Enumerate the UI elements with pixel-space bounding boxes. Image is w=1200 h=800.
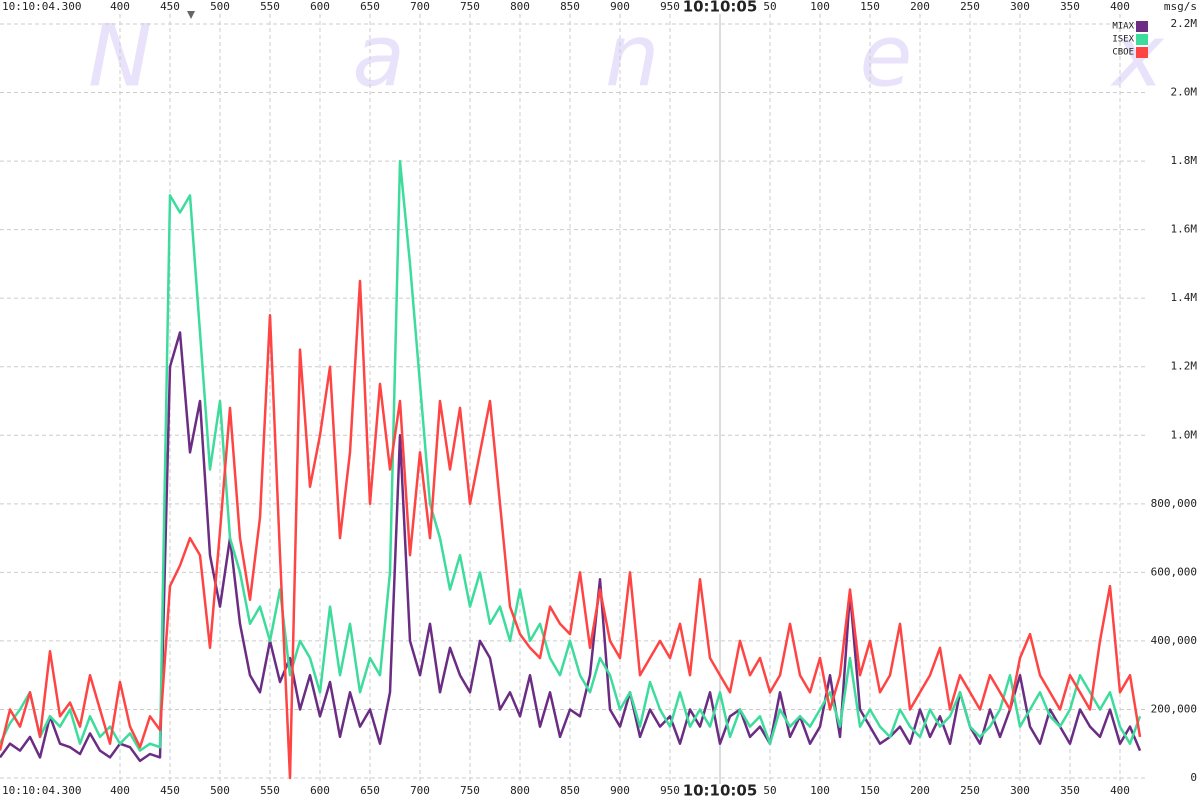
legend-swatch bbox=[1136, 34, 1148, 45]
x-tick-label: 200 bbox=[910, 784, 930, 797]
y-tick-label: 0 bbox=[1190, 771, 1197, 784]
x-tick-label: 850 bbox=[560, 784, 580, 797]
legend-label: ISEX bbox=[1112, 35, 1134, 45]
x-tick-label: 550 bbox=[260, 784, 280, 797]
y-tick-label: 1.6M bbox=[1171, 223, 1198, 236]
x-tick-label: 300 bbox=[1010, 784, 1030, 797]
y-tick-label: 200,000 bbox=[1151, 702, 1197, 715]
series-line bbox=[0, 279, 1142, 780]
x-tick-label: 100 bbox=[810, 0, 830, 13]
y-tick-label: 1.2M bbox=[1171, 360, 1198, 373]
x-tick-label: 250 bbox=[960, 784, 980, 797]
x-tick-label: 300 bbox=[1010, 0, 1030, 13]
legend: MIAX ISEX CBOE bbox=[1112, 21, 1148, 58]
x-tick-label: 550 bbox=[260, 0, 280, 13]
x-tick-label: 350 bbox=[1060, 0, 1080, 13]
x-tick-label: 900 bbox=[610, 0, 630, 13]
x-tick-label: 700 bbox=[410, 784, 430, 797]
x-tick-label: 850 bbox=[560, 0, 580, 13]
x-tick-label: 500 bbox=[210, 784, 230, 797]
x-tick-label: 400 bbox=[110, 0, 130, 13]
x-tick-label: 600 bbox=[310, 784, 330, 797]
x-tick-label: 800 bbox=[510, 0, 530, 13]
y-axis-label: msg/s bbox=[1164, 0, 1197, 13]
x-tick-label: 250 bbox=[960, 0, 980, 13]
x-tick-label: 950 bbox=[660, 0, 680, 13]
x-tick-label: 900 bbox=[610, 784, 630, 797]
x-tick-label: 750 bbox=[460, 784, 480, 797]
x-tick-label: 350 bbox=[1060, 784, 1080, 797]
x-tick-label: 10:10:05 bbox=[683, 0, 758, 16]
legend-swatch bbox=[1136, 21, 1148, 32]
y-tick-label: 2.0M bbox=[1171, 86, 1198, 99]
x-tick-label: 150 bbox=[860, 784, 880, 797]
y-tick-label: 1.0M bbox=[1171, 428, 1198, 441]
x-tick-label: 400 bbox=[1110, 784, 1130, 797]
x-tick-label: 50 bbox=[763, 0, 776, 13]
x-tick-label: 450 bbox=[160, 0, 180, 13]
y-tick-label: 1.8M bbox=[1171, 154, 1198, 167]
x-tick-label: 150 bbox=[860, 0, 880, 13]
watermark: Nanex bbox=[88, 6, 1200, 106]
x-tick-label: 700 bbox=[410, 0, 430, 13]
start-label: 10:10:04.300 bbox=[2, 0, 81, 13]
y-tick-label: 400,000 bbox=[1151, 634, 1197, 647]
x-tick-label: 650 bbox=[360, 784, 380, 797]
legend-label: CBOE bbox=[1112, 48, 1134, 58]
x-tick-label: 200 bbox=[910, 0, 930, 13]
y-tick-label: 800,000 bbox=[1151, 497, 1197, 510]
marker bbox=[187, 11, 195, 19]
y-tick-label: 1.4M bbox=[1171, 291, 1198, 304]
x-tick-label: 500 bbox=[210, 0, 230, 13]
x-tick-label: 400 bbox=[110, 784, 130, 797]
y-tick-label: 2.2M bbox=[1171, 17, 1198, 30]
x-tick-label: 750 bbox=[460, 0, 480, 13]
x-tick-label: 450 bbox=[160, 784, 180, 797]
plot bbox=[0, 159, 1142, 780]
y-tick-label: 600,000 bbox=[1151, 565, 1197, 578]
x-tick-label: 800 bbox=[510, 784, 530, 797]
x-tick-label: 400 bbox=[1110, 0, 1130, 13]
x-tick-label: 50 bbox=[763, 784, 776, 797]
x-tick-label: 600 bbox=[310, 0, 330, 13]
grid bbox=[0, 14, 1148, 784]
x-tick-label: 950 bbox=[660, 784, 680, 797]
legend-swatch bbox=[1136, 47, 1148, 58]
series-line bbox=[0, 159, 1142, 752]
x-tick-label: 100 bbox=[810, 784, 830, 797]
legend-label: MIAX bbox=[1112, 22, 1134, 32]
start-label: 10:10:04.300 bbox=[2, 784, 81, 797]
x-tick-label: 10:10:05 bbox=[683, 782, 758, 800]
x-tick-label: 650 bbox=[360, 0, 380, 13]
series-line bbox=[0, 331, 1142, 763]
